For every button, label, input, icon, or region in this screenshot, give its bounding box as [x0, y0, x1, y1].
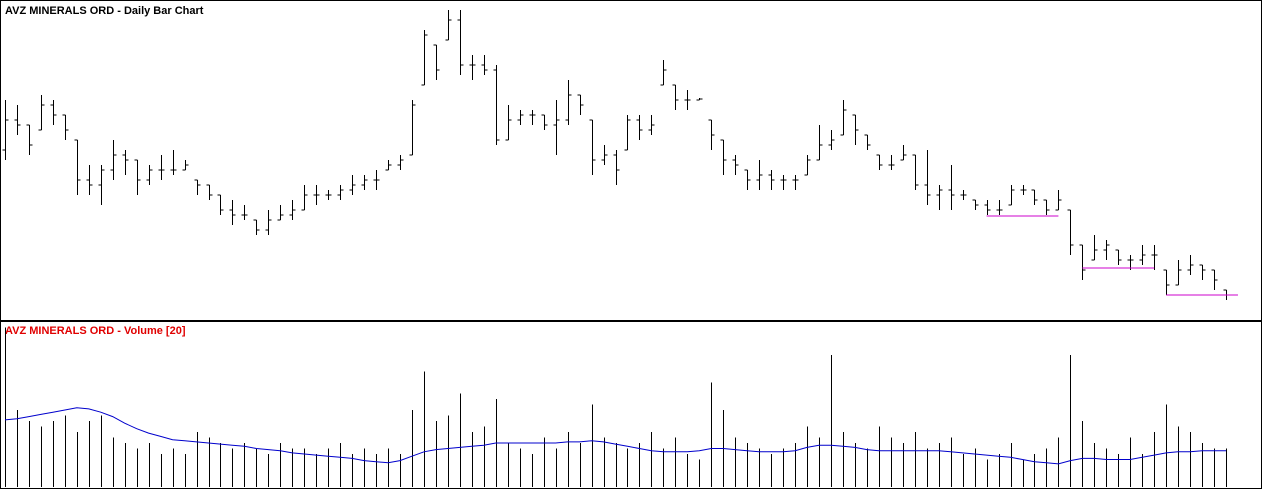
volume-average: [4, 407, 1226, 465]
volume-title: AVZ MINERALS ORD - Volume [20]: [5, 325, 186, 337]
price-title: AVZ MINERALS ORD - Daily Bar Chart: [5, 5, 204, 17]
price-panel-border: [0, 0, 1262, 321]
volume-panel-border: [0, 321, 1262, 489]
